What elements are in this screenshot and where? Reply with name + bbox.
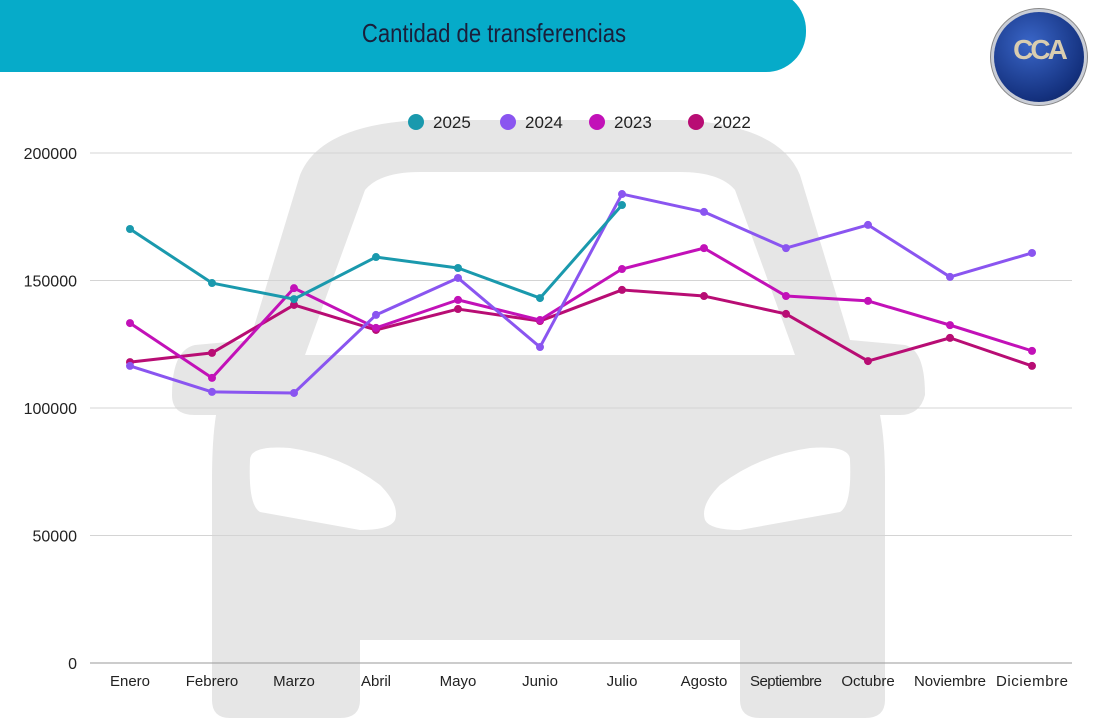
x-tick-label: Enero [110,673,150,690]
data-point-2025 [454,264,462,273]
logo-text: CCA [1013,34,1068,65]
series-line-2022 [129,288,1033,368]
data-point-2023 [126,319,134,328]
series-line-2023 [129,246,1033,380]
data-point-2024 [454,273,462,282]
data-point-2024 [782,244,790,253]
data-point-2022 [782,309,790,318]
data-point-2023 [946,321,954,330]
data-point-2024 [864,220,872,229]
x-tick-label: Febrero [186,673,239,690]
x-tick-label: Septiembre [750,673,822,690]
data-point-2024 [290,388,298,397]
series-line-2025 [129,204,624,301]
data-point-2023 [208,373,216,382]
legend-label: 2025 [433,113,471,132]
data-point-2023 [782,292,790,301]
data-point-2024 [536,343,544,352]
car-silhouette-watermark [172,120,925,718]
legend-marker-2024 [500,114,516,130]
data-point-2022 [864,357,872,366]
title-banner [0,0,806,72]
data-point-2025 [126,224,134,233]
y-tick-label: 200000 [24,146,77,163]
data-point-2023 [1028,346,1036,355]
data-point-2024 [1028,248,1036,257]
data-point-2023 [864,296,872,305]
data-point-2022 [454,305,462,314]
x-tick-label: Octubre [841,673,894,690]
data-point-2025 [290,295,298,304]
data-point-2024 [372,310,380,319]
chart-title: Cantidad de transferencias [361,18,627,48]
data-point-2022 [1028,361,1036,370]
data-point-2023 [372,323,380,332]
data-point-2024 [126,361,134,370]
x-tick-label: Diciembre [996,673,1068,690]
cca-logo: CCA [994,12,1084,102]
data-point-2023 [700,244,708,253]
data-point-2024 [208,387,216,396]
legend-label: 2022 [713,113,751,132]
x-tick-label: Junio [522,673,558,690]
y-tick-label: 150000 [24,274,77,291]
legend-marker-2023 [589,114,605,130]
legend-label: 2023 [614,113,652,132]
data-point-2024 [700,207,708,216]
legend-marker-2022 [688,114,704,130]
data-point-2022 [290,300,298,309]
data-point-2023 [290,284,298,293]
y-tick-label: 0 [68,656,77,673]
legend-marker-2025 [408,114,424,130]
data-point-2025 [372,253,380,262]
legend-label: 2024 [525,113,563,132]
y-tick-label: 100000 [24,401,77,418]
data-point-2025 [618,201,626,210]
data-point-2025 [208,279,216,288]
x-tick-label: Marzo [273,673,315,690]
x-tick-label: Agosto [681,673,728,690]
data-point-2022 [208,348,216,357]
data-point-2022 [618,285,626,294]
series-line-2024 [129,192,1033,395]
data-point-2024 [618,190,626,199]
data-point-2024 [946,272,954,281]
data-point-2023 [536,316,544,325]
x-tick-label: Abril [361,673,391,690]
data-point-2025 [536,294,544,303]
data-point-2023 [618,265,626,274]
x-tick-label: Julio [607,673,638,690]
data-point-2022 [700,292,708,301]
y-tick-label: 50000 [33,529,78,546]
x-tick-label: Mayo [440,673,477,690]
x-tick-label: Noviembre [914,673,986,690]
data-point-2023 [454,295,462,304]
data-point-2022 [946,333,954,342]
